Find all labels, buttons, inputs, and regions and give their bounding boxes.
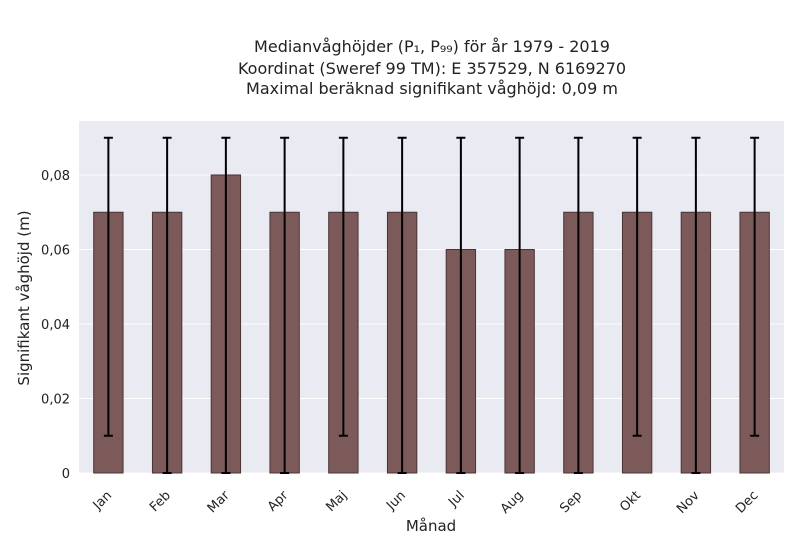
error-bar-jan: [103, 136, 113, 437]
error-bar-nov: [691, 136, 701, 474]
x-tick-label: Mar: [205, 488, 233, 516]
y-tick-label: 0,02: [41, 393, 70, 408]
error-bar-jun: [397, 136, 407, 474]
x-tick-label: Maj: [323, 488, 350, 515]
y-tick-label: 0: [62, 467, 70, 482]
error-bar-apr: [280, 136, 290, 474]
x-tick-label: Jul: [445, 488, 467, 510]
error-bars: [103, 136, 760, 474]
plot-area: [79, 121, 784, 473]
x-tick-label: Sep: [557, 488, 585, 516]
x-tick-label: Feb: [147, 488, 174, 515]
x-axis-ticks: Jan Feb Mar Apr Maj Jun Jul Aug Sep Okt Nov Dec: [90, 488, 762, 517]
chart-title-line-2: Koordinat (Sweref 99 TM): E 357529, N 61…: [238, 59, 626, 78]
y-tick-label: 0,06: [41, 244, 70, 259]
error-bar-jul: [456, 136, 466, 474]
x-tick-label: Aug: [498, 488, 527, 517]
x-axis-label: Månad: [406, 517, 456, 535]
error-bar-maj: [338, 136, 348, 437]
x-tick-label: Jun: [383, 488, 409, 514]
error-bar-dec: [750, 136, 760, 437]
x-tick-label: Okt: [617, 488, 644, 515]
y-tick-label: 0,08: [41, 169, 70, 184]
error-bar-aug: [515, 136, 525, 474]
x-tick-label: Apr: [265, 488, 292, 515]
x-tick-label: Jan: [90, 488, 115, 513]
y-axis-ticks: 0 0,02 0,04 0,06 0,08: [41, 169, 70, 482]
y-axis-label: Signifikant våghöjd (m): [15, 210, 33, 385]
y-tick-label: 0,04: [41, 318, 70, 333]
error-bar-sep: [573, 136, 583, 474]
x-tick-label: Dec: [733, 488, 761, 516]
error-bar-feb: [162, 136, 172, 474]
error-bar-mar: [221, 136, 231, 474]
error-bar-okt: [632, 136, 642, 437]
grid-lines: [79, 174, 784, 474]
chart-title-line-1: Medianvåghöjder (P₁, P₉₉) för år 1979 - …: [254, 37, 610, 56]
chart-title-line-3: Maximal beräknad signifikant våghöjd: 0,…: [246, 79, 618, 98]
x-tick-label: Nov: [674, 488, 703, 517]
